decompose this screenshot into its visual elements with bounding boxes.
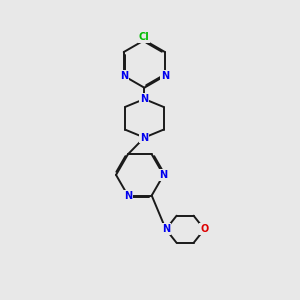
Text: N: N (161, 71, 169, 81)
Text: N: N (160, 170, 168, 180)
Text: O: O (200, 224, 208, 234)
Text: N: N (140, 94, 148, 104)
Text: N: N (124, 190, 132, 200)
Text: N: N (162, 224, 170, 234)
Text: Cl: Cl (139, 32, 150, 42)
Text: N: N (120, 71, 128, 81)
Text: N: N (140, 133, 148, 142)
